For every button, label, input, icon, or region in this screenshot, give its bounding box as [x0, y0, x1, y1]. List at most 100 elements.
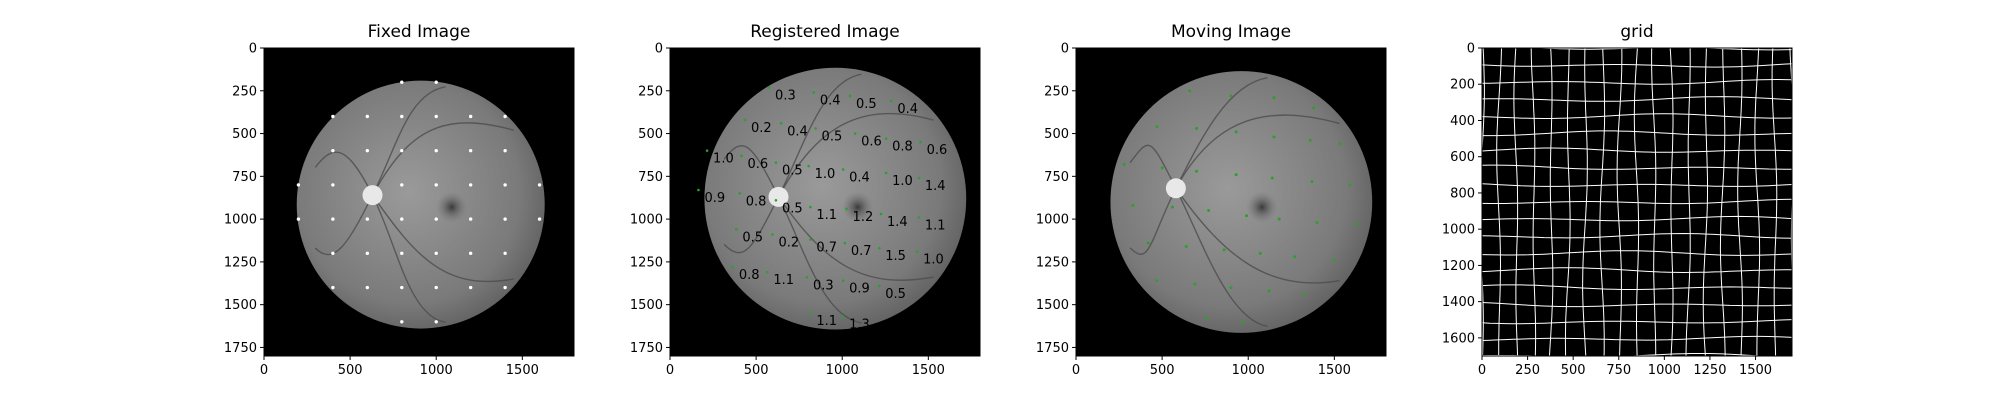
y-tick-label: 800	[1450, 186, 1475, 201]
grid-line-horizontal	[1481, 335, 1793, 341]
grid-line-horizontal	[1481, 232, 1793, 239]
registered-landmark	[879, 212, 883, 216]
moving-landmark	[1188, 89, 1192, 93]
registered-landmark	[805, 275, 809, 279]
fixed-landmark	[400, 183, 404, 187]
grid-line-horizontal	[1481, 96, 1793, 102]
moving-landmark	[1229, 94, 1233, 98]
panel-title-registered: Registered Image	[750, 22, 900, 42]
fixed-landmark	[331, 114, 335, 119]
y-tick-label: 1500	[1036, 298, 1069, 313]
registration-error-label: 0.8	[892, 140, 913, 155]
fixed-landmark	[468, 114, 473, 119]
registered-landmark	[766, 270, 769, 274]
fixed-landmark	[296, 183, 301, 187]
registered-landmark	[841, 279, 845, 282]
fixed-landmark	[331, 285, 335, 290]
optic-disc	[768, 186, 789, 207]
registration-error-label: 0.7	[851, 244, 872, 259]
x-tick-label: 500	[744, 363, 769, 378]
optic-disc	[362, 185, 383, 206]
y-tick-label: 0	[655, 42, 663, 57]
registration-error-label: 0.7	[816, 241, 837, 256]
y-tick-label: 600	[1450, 150, 1475, 165]
retinal-vessel	[371, 194, 446, 324]
fundus-disc	[704, 67, 967, 330]
registration-error-label: 0.4	[820, 93, 841, 108]
fixed-landmark	[503, 183, 507, 187]
grid-line-horizontal	[1481, 319, 1793, 325]
registration-error-label: 0.5	[885, 287, 906, 302]
registered-landmark	[809, 238, 812, 241]
y-tick-label: 1000	[1442, 223, 1475, 238]
registered-landmark	[731, 265, 735, 269]
x-tick-label: 1000	[1648, 363, 1681, 378]
fixed-landmark	[331, 183, 335, 187]
retinal-vessel	[314, 194, 374, 256]
y-tick-label: 1000	[630, 213, 663, 228]
y-tick-label: 500	[638, 127, 663, 142]
x-tick-label: 500	[1561, 363, 1586, 378]
registered-landmark	[809, 205, 812, 209]
retinal-vessel	[1175, 187, 1268, 328]
moving-landmark	[1155, 125, 1159, 129]
fixed-landmark	[400, 285, 404, 290]
fixed-landmark	[400, 148, 404, 153]
y-tick-label: 500	[1044, 127, 1069, 142]
registered-landmark	[915, 250, 919, 253]
retinal-vessel	[371, 122, 514, 196]
grid-line-vertical	[1754, 47, 1761, 356]
retinal-vessel	[1129, 144, 1177, 189]
registered-landmark	[771, 233, 774, 236]
x-tick-label: 0	[1072, 363, 1080, 378]
fundus-disc	[1110, 71, 1373, 333]
retinal-vessel	[1129, 187, 1177, 255]
fixed-landmark	[537, 183, 542, 187]
moving-landmark	[1332, 258, 1336, 262]
registration-error-label: 1.2	[853, 210, 874, 225]
fixed-landmark	[434, 183, 438, 187]
y-tick-label: 200	[1450, 78, 1475, 93]
moving-landmark	[1315, 221, 1319, 225]
registration-error-label: 1.1	[925, 218, 946, 233]
x-tick-label: 1500	[506, 363, 539, 378]
fixed-landmark	[400, 114, 404, 119]
macula	[435, 191, 468, 224]
y-tick-label: 0	[249, 42, 257, 57]
registered-landmark	[917, 216, 921, 219]
fixed-landmark	[365, 148, 370, 153]
registered-landmark	[809, 311, 812, 315]
registered-landmark	[853, 132, 857, 135]
moving-fundus	[1110, 71, 1373, 333]
moving-landmark	[1207, 209, 1211, 213]
retinal-vessel	[371, 86, 446, 196]
registration-error-label: 1.0	[815, 167, 836, 182]
x-tick-label: 250	[1515, 363, 1540, 378]
registered-landmark	[767, 86, 771, 89]
grid-line-horizontal	[1481, 284, 1793, 290]
moving-landmark	[1222, 248, 1226, 252]
x-tick-label: 1000	[1232, 363, 1265, 378]
y-tick-label: 1250	[630, 255, 663, 270]
grid-line-horizontal	[1481, 147, 1793, 153]
retinal-vessel	[723, 196, 780, 254]
grid-line-horizontal	[1481, 113, 1793, 119]
x-tick-label: 500	[1150, 363, 1175, 378]
fixed-landmark	[503, 217, 507, 221]
registered-landmark	[740, 154, 743, 158]
fixed-landmark	[331, 217, 335, 221]
moving-landmark	[1241, 320, 1245, 324]
grid-line-horizontal	[1481, 164, 1793, 170]
registered-landmark	[841, 315, 845, 318]
moving-landmark	[1155, 279, 1159, 283]
grid-line-horizontal	[1481, 302, 1793, 308]
fixed-landmark	[537, 217, 542, 221]
registered-landmark	[697, 188, 700, 192]
fixed-landmark	[365, 217, 370, 221]
moving-landmark	[1234, 173, 1238, 177]
fixed-landmark	[400, 320, 404, 324]
registration-error-label: 0.4	[849, 170, 870, 185]
registered-landmark	[738, 192, 742, 195]
moving-landmark	[1245, 214, 1248, 218]
fixed-landmark	[468, 251, 473, 256]
